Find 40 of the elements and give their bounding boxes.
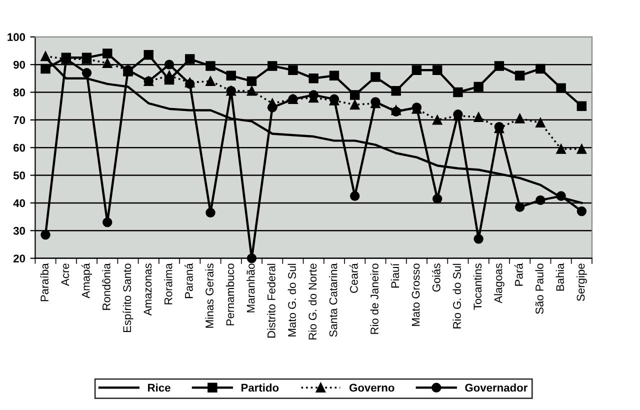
y-tick-label: 20 <box>14 254 26 262</box>
x-tick-label: Piauí <box>390 263 400 288</box>
x-tick-label: Santa Catarina <box>329 263 338 337</box>
y-tick-label: 80 <box>13 88 26 96</box>
x-tick-label: Rondônia <box>102 263 110 310</box>
x-tick-label: Paraíba <box>40 263 48 302</box>
y-tick-label: 40 <box>13 199 26 208</box>
x-tick-label: Pernambuco <box>226 264 234 326</box>
legend-label: Governo <box>349 384 394 392</box>
x-tick-label: Distrito Federal <box>267 264 276 338</box>
y-tick-label: 30 <box>13 226 26 235</box>
x-tick-label: Rio de Janeiro <box>370 264 378 334</box>
x-tick-label: Paraná <box>184 263 193 298</box>
x-tick-label: Tocantins <box>473 264 482 310</box>
legend-label: Partido <box>242 383 279 392</box>
x-tick-label: Acre <box>61 264 70 286</box>
x-tick-label: Maranhão <box>246 264 255 312</box>
y-tick-label: 60 <box>14 144 26 152</box>
x-tick-label: Pará <box>514 263 523 286</box>
x-tick-label: Sergipe <box>576 264 587 301</box>
x-tick-label: Rio G. do Sul <box>452 264 461 328</box>
x-tick-label: Ceará <box>350 263 358 293</box>
legend-label: Rice <box>148 383 170 392</box>
x-tick-label: Amazonas <box>144 264 152 316</box>
x-tick-label: Espírito Santo <box>122 264 134 332</box>
y-tick-label: 70 <box>14 116 26 124</box>
y-tick-label: 50 <box>13 172 26 180</box>
legend-label: Governador <box>465 383 528 392</box>
x-tick-label: Mato Grosso <box>412 264 420 326</box>
x-tick-label: Goiás <box>432 264 440 292</box>
y-tick-label: 100 <box>8 33 26 42</box>
x-tick-label: Roraima <box>164 263 172 304</box>
x-tick-label: Amapá <box>82 263 92 298</box>
x-tick-label: São Paulo <box>535 264 544 314</box>
x-tick-label: Minas Gerais <box>205 264 214 328</box>
x-tick-label: Mato G. do Sul <box>288 264 296 336</box>
y-tick-label: 90 <box>14 60 26 69</box>
x-tick-label: Rio G. do Norte <box>308 264 317 340</box>
x-tick-label: Bahia <box>556 263 564 291</box>
x-tick-label: Alagoas <box>494 264 504 304</box>
